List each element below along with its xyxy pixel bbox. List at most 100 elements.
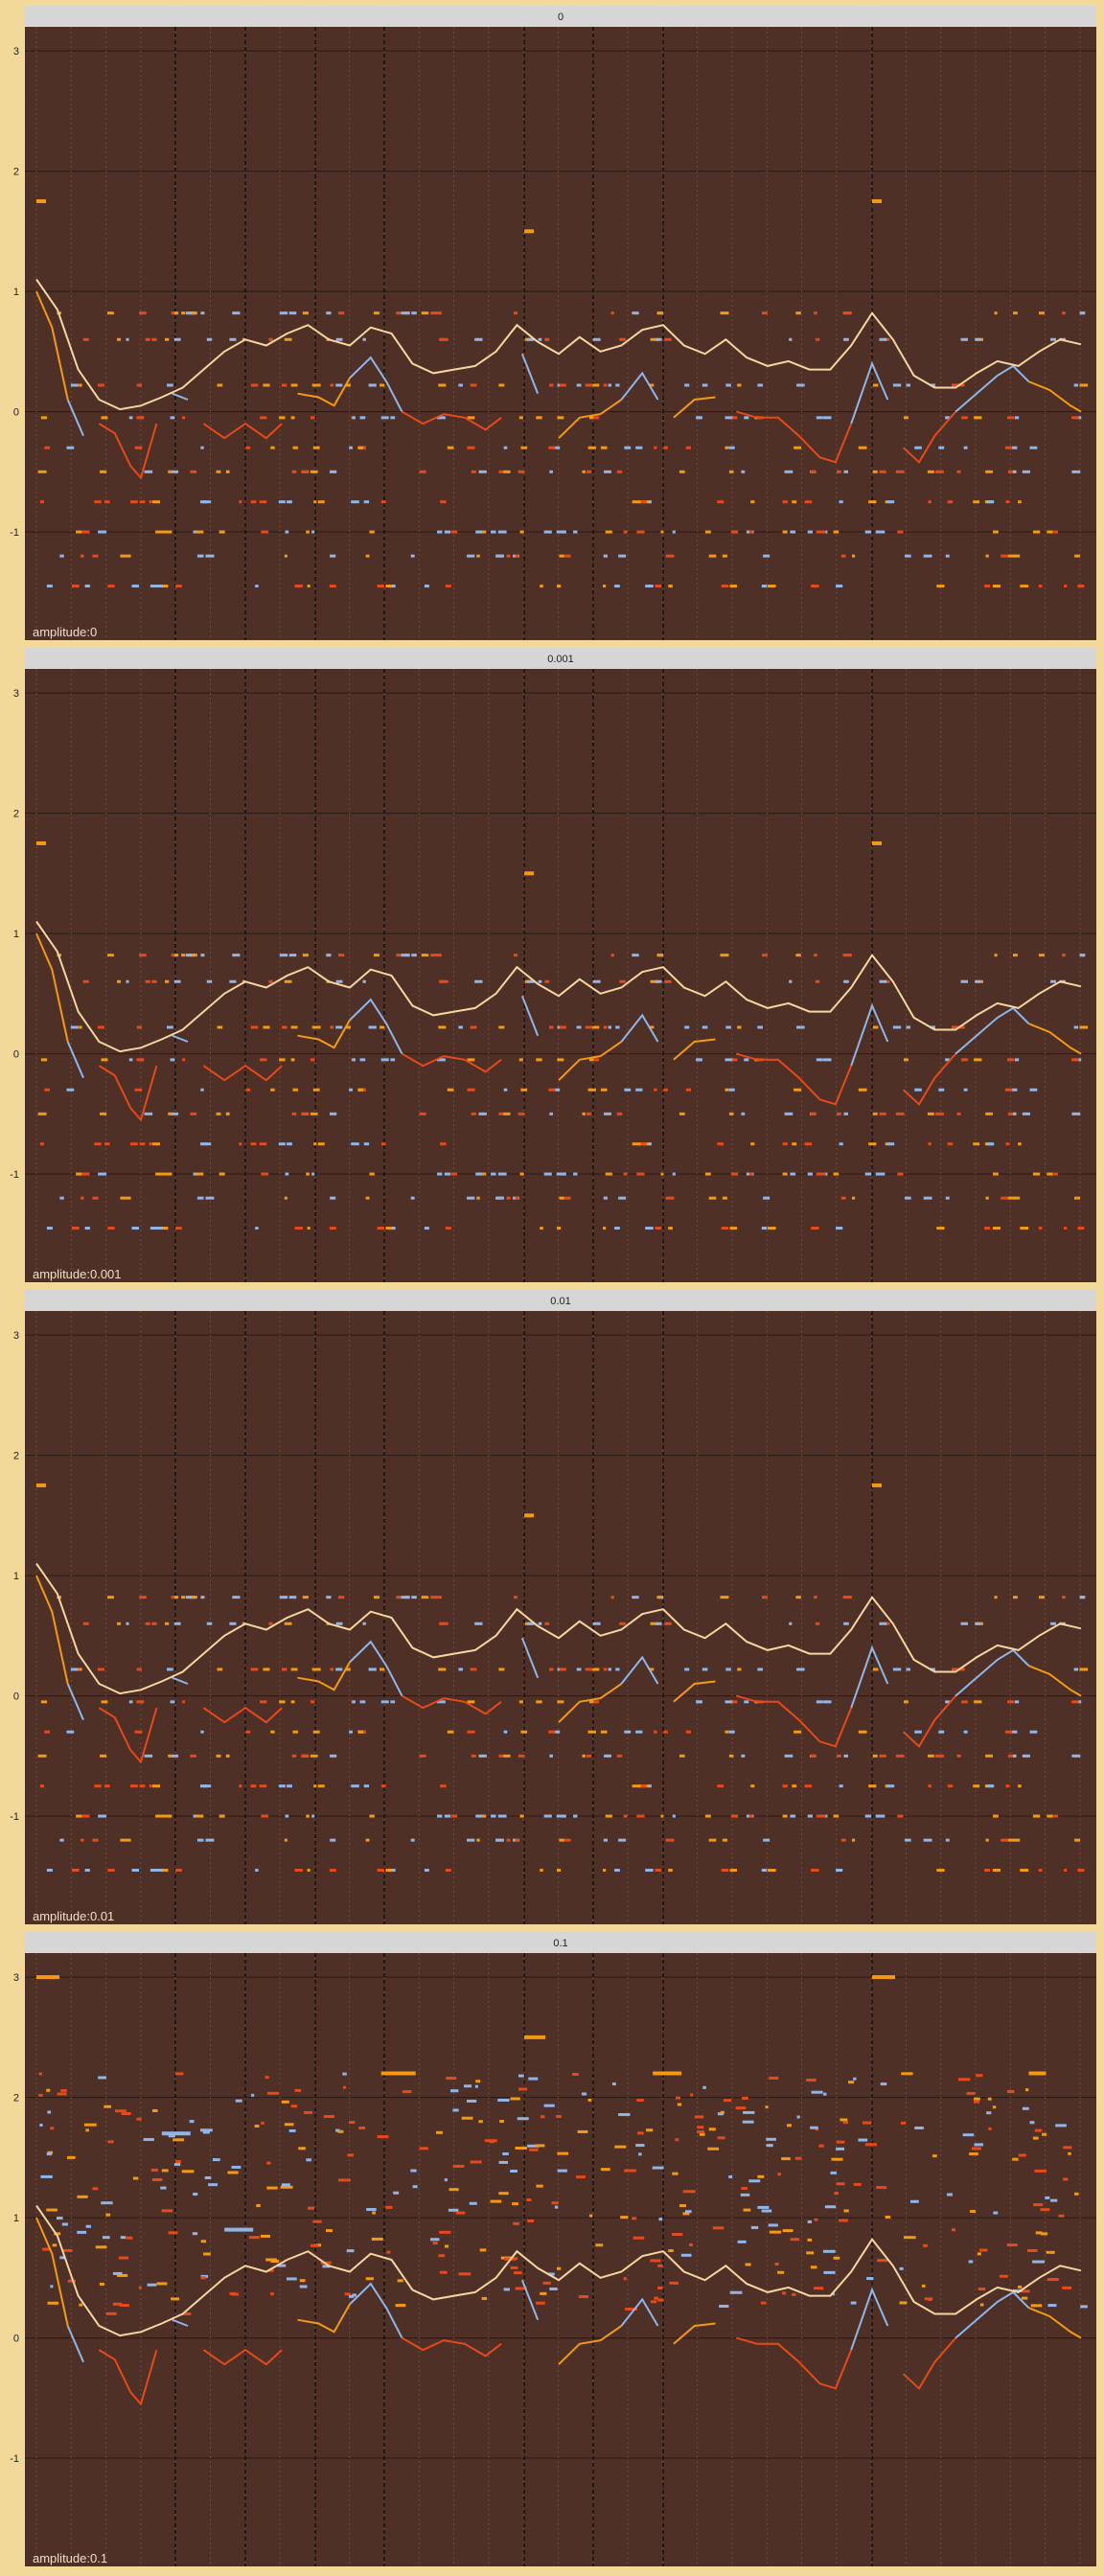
scatter-point xyxy=(250,383,259,387)
scatter-point xyxy=(934,1754,944,1758)
scatter-point xyxy=(294,1869,304,1873)
scatter-point xyxy=(94,1142,102,1146)
scatter-point xyxy=(59,1196,64,1200)
scatter-point xyxy=(126,554,131,558)
scatter-point xyxy=(192,311,197,315)
scatter-point xyxy=(678,1754,685,1758)
scatter-point xyxy=(79,2303,83,2307)
scatter-point xyxy=(391,1869,396,1873)
scatter-point xyxy=(310,1700,315,1704)
scatter-point xyxy=(717,2136,725,2140)
scatter-point xyxy=(255,585,259,588)
scatter-point xyxy=(951,2228,956,2232)
scatter-point xyxy=(250,1668,259,1671)
scatter-point xyxy=(678,2204,687,2208)
scatter-point xyxy=(139,311,147,315)
scatter-point xyxy=(145,337,150,341)
scatter-point xyxy=(720,311,729,315)
scatter-point xyxy=(843,337,849,341)
scatter-point xyxy=(551,2201,559,2205)
scatter-point xyxy=(474,979,483,983)
scatter-point xyxy=(618,2113,631,2117)
scatter-point xyxy=(513,1596,518,1599)
highlight-point xyxy=(36,198,46,203)
scatter-point xyxy=(380,1142,386,1146)
scatter-point xyxy=(216,1112,221,1116)
scatter-point xyxy=(587,2098,592,2102)
scatter-point xyxy=(645,1227,654,1230)
scatter-point xyxy=(914,1088,922,1092)
scatter-point xyxy=(600,2168,610,2172)
scatter-point xyxy=(945,416,950,420)
scatter-point xyxy=(875,1172,880,1176)
scatter-point xyxy=(175,2160,182,2164)
scatter-point xyxy=(182,1058,186,1062)
scatter-point xyxy=(712,2226,724,2230)
scatter-point xyxy=(593,1700,600,1704)
scatter-point xyxy=(1004,1088,1013,1092)
scatter-point xyxy=(656,1622,662,1625)
scatter-point xyxy=(83,2123,97,2127)
scatter-point xyxy=(586,1112,592,1116)
scatter-point xyxy=(281,2100,289,2104)
scatter-point xyxy=(878,1814,886,1818)
scatter-point xyxy=(816,1172,820,1176)
series-curve xyxy=(850,2287,889,2351)
scatter-point xyxy=(391,1227,396,1230)
scatter-point xyxy=(1071,1754,1081,1758)
scatter-point xyxy=(804,1142,813,1146)
scatter-point xyxy=(938,1088,945,1092)
scatter-point xyxy=(121,2112,131,2116)
scatter-point xyxy=(1014,1838,1021,1842)
scatter-point xyxy=(311,530,315,534)
scatter-point xyxy=(782,1784,788,1788)
scatter-point xyxy=(97,1025,104,1029)
scatter-point xyxy=(97,383,104,387)
scatter-point xyxy=(876,2186,887,2190)
scatter-point xyxy=(664,1622,672,1625)
scatter-point xyxy=(879,1112,886,1116)
scatter-point xyxy=(748,1172,753,1176)
scatter-point xyxy=(285,530,289,534)
scatter-point xyxy=(978,2248,988,2252)
scatter-point xyxy=(393,2191,400,2195)
scatter-point xyxy=(549,1754,553,1758)
scatter-point xyxy=(335,337,343,341)
scatter-point xyxy=(351,1784,359,1788)
scatter-point xyxy=(538,979,542,983)
scatter-point xyxy=(404,954,410,957)
scatter-point xyxy=(239,1142,242,1146)
scatter-point xyxy=(474,1622,483,1625)
scatter-point xyxy=(424,1227,429,1230)
scatter-point xyxy=(196,1196,204,1200)
scatter-point xyxy=(144,1112,153,1116)
scatter-point xyxy=(294,585,304,588)
scatter-point xyxy=(743,2110,755,2114)
scatter-point xyxy=(608,383,612,387)
scatter-point xyxy=(750,1142,755,1146)
scatter-point xyxy=(604,1112,611,1116)
scatter-point xyxy=(543,530,552,534)
scatter-point xyxy=(306,530,310,534)
scatter-point xyxy=(836,1754,841,1758)
scatter-point xyxy=(117,2273,128,2277)
scatter-point xyxy=(450,1814,458,1818)
scatter-point xyxy=(167,1668,173,1671)
scatter-point xyxy=(444,530,451,534)
scatter-point xyxy=(138,2286,142,2289)
series-curve xyxy=(673,1038,716,1061)
scatter-point xyxy=(72,1227,80,1230)
scatter-point xyxy=(792,1784,797,1788)
scatter-point xyxy=(380,500,386,504)
scatter-point xyxy=(307,1227,310,1230)
scatter-point xyxy=(312,446,320,449)
scatter-point xyxy=(498,1754,505,1758)
scatter-point xyxy=(807,1814,814,1818)
scatter-point xyxy=(518,1754,525,1758)
scatter-point xyxy=(669,2281,678,2285)
series-curve xyxy=(202,422,283,440)
scatter-point xyxy=(839,500,843,504)
scatter-point xyxy=(886,1784,895,1788)
scatter-point xyxy=(72,1869,80,1873)
scatter-point xyxy=(1014,554,1021,558)
